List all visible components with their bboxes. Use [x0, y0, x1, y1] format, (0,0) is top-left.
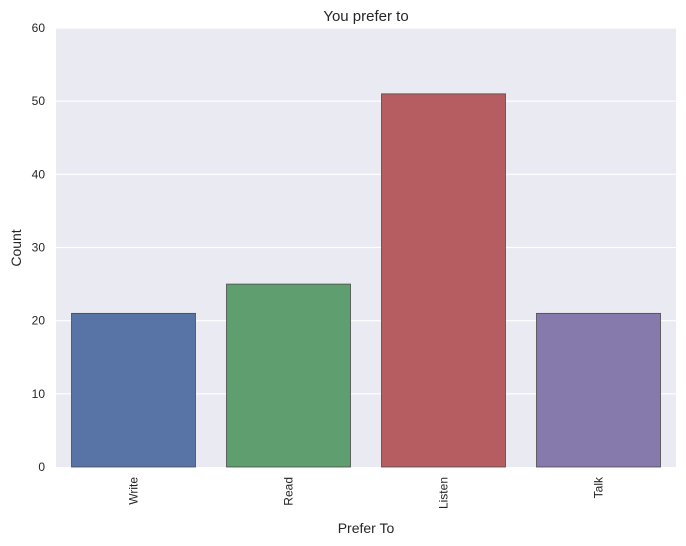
bar-read — [226, 283, 351, 468]
bar-listen — [381, 93, 506, 468]
y-tick-labels: 0 10 20 30 40 50 60 — [32, 21, 46, 474]
y-tick-label: 40 — [32, 167, 46, 181]
x-axis-label: Prefer To — [338, 520, 395, 536]
y-axis-label: Count — [8, 229, 24, 266]
x-tick-label: Write — [127, 477, 141, 505]
chart-title: You prefer to — [323, 8, 408, 25]
x-tick-label: Read — [282, 477, 296, 506]
y-tick-label: 20 — [32, 314, 46, 328]
y-tick-label: 60 — [32, 21, 46, 35]
y-tick-label: 10 — [32, 387, 46, 401]
y-tick-label: 30 — [32, 241, 46, 255]
y-tick-label: 0 — [38, 460, 45, 474]
bars — [71, 93, 661, 468]
x-tick-labels: Write Read Listen Talk — [127, 476, 606, 509]
bar-write — [71, 312, 196, 468]
bar-talk — [536, 312, 661, 468]
x-tick-label: Talk — [592, 476, 606, 498]
y-tick-label: 50 — [32, 94, 46, 108]
x-tick-label: Listen — [437, 477, 451, 509]
